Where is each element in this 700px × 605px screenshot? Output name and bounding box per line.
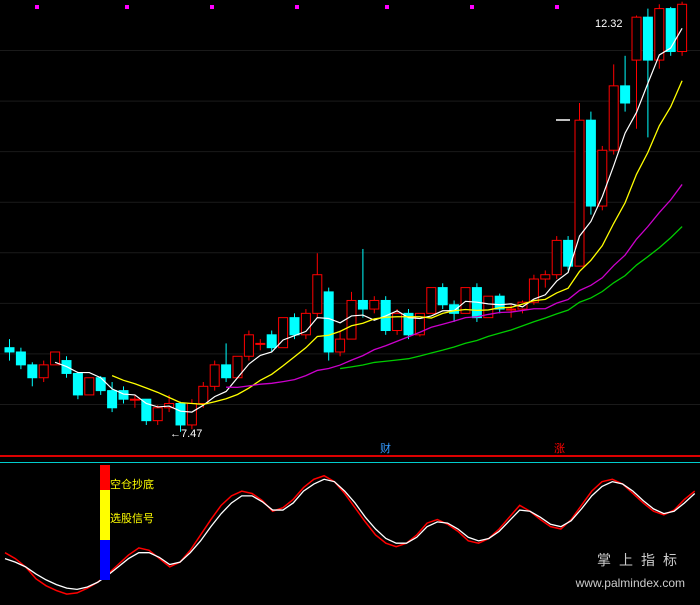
panel-divider (0, 455, 700, 457)
signal-bar (100, 490, 110, 540)
watermark-url: www.palmindex.com (576, 576, 685, 590)
candle-svg (0, 0, 700, 455)
price-label: 12.32 (595, 18, 623, 30)
chart-text-marker: 财 (380, 440, 391, 456)
chart-text-marker: 涨 (554, 440, 565, 456)
price-label: ←7.47 (170, 428, 202, 440)
watermark-title: 掌上指标 (597, 550, 685, 570)
indicator-label: 空仓抄底 (110, 476, 154, 492)
indicator-label: 选股信号 (110, 510, 154, 526)
signal-bar (100, 540, 110, 580)
signal-bar (100, 465, 110, 490)
main-candlestick-chart (0, 0, 700, 455)
